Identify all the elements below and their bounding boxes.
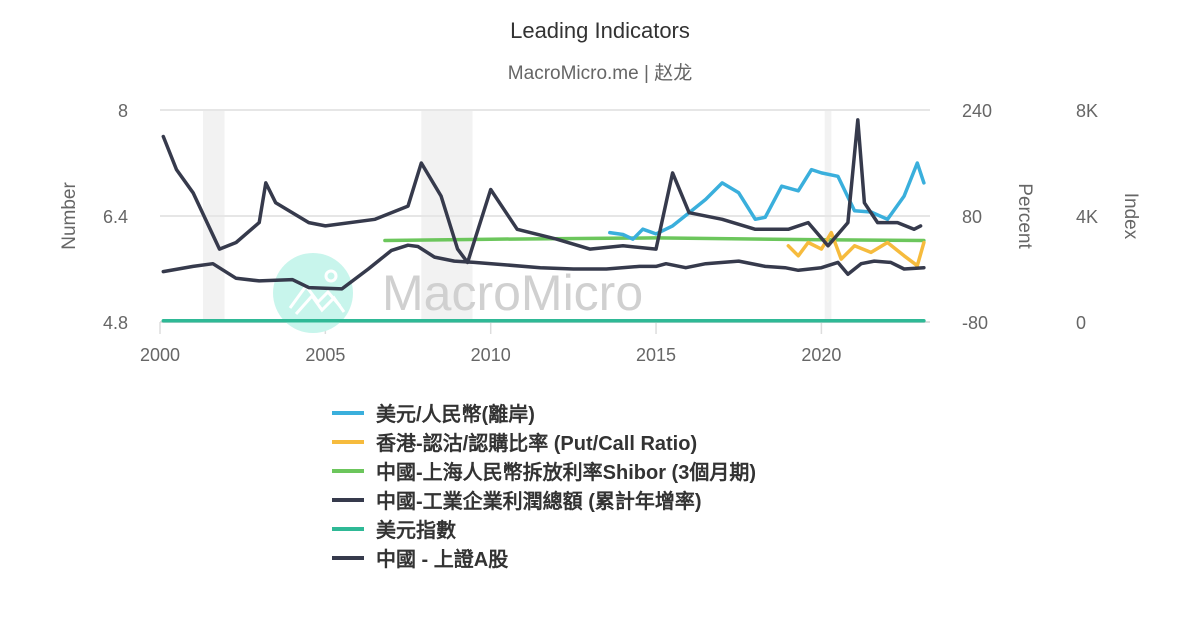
series-line[interactable]	[161, 243, 926, 291]
x-axis-tick-label: 2020	[801, 345, 841, 365]
series-line[interactable]	[608, 161, 926, 241]
x-axis-tick-label: 2005	[305, 345, 345, 365]
legend-swatch-icon	[332, 439, 364, 444]
right-axis-tick: 8K	[1076, 101, 1098, 121]
right-axis-title-percent: Percent	[1014, 183, 1035, 249]
right-axis-tick: 240	[962, 101, 992, 121]
series-line[interactable]	[786, 230, 926, 268]
x-axis-tick-label: 2010	[471, 345, 511, 365]
legend-swatch-icon	[332, 526, 364, 531]
legend-label: 香港-認沽/認購比率 (Put/Call Ratio)	[376, 433, 698, 455]
left-axis-tick: 6.4	[103, 207, 128, 227]
x-axis-tick-label: 2000	[140, 345, 180, 365]
legend-item-dollar-index[interactable]: 美元指數	[332, 514, 756, 543]
legend-label: 美元指數	[376, 520, 456, 542]
legend-item-usdcnh[interactable]: 美元/人民幣(離岸)	[332, 398, 756, 427]
left-axis-tick: 8	[118, 101, 128, 121]
right-axis-title-index: Index	[1120, 193, 1141, 240]
x-axis-tick-label: 2015	[636, 345, 676, 365]
chart-subtitle: MacroMicro.me | 赵龙	[507, 63, 693, 84]
legend-item-shanghai-a-shares[interactable]: 中國 - 上證A股	[332, 543, 756, 572]
left-axis-title: Number	[59, 182, 80, 250]
legend-item-shibor[interactable]: 中國-上海人民幣拆放利率Shibor (3個月期)	[332, 456, 756, 485]
legend-swatch-icon	[332, 468, 364, 473]
chart-title: Leading Indicators	[510, 18, 690, 43]
legend-label: 中國-上海人民幣拆放利率Shibor (3個月期)	[376, 462, 756, 484]
watermark: MacroMicro	[273, 253, 643, 333]
legend-swatch-icon	[332, 497, 364, 502]
legend-item-put-call-ratio[interactable]: 香港-認沽/認購比率 (Put/Call Ratio)	[332, 427, 756, 456]
legend: 美元/人民幣(離岸) 香港-認沽/認購比率 (Put/Call Ratio) 中…	[332, 398, 756, 572]
watermark-text: MacroMicro	[382, 265, 643, 321]
right-axis-tick: 4K	[1076, 207, 1098, 227]
right-axis-tick: 80	[962, 207, 982, 227]
x-axis-ticks: 2000 2005 2010 2015 2020	[140, 322, 841, 365]
legend-label: 美元/人民幣(離岸)	[376, 404, 535, 426]
series-line[interactable]	[383, 236, 926, 243]
left-axis-tick: 4.8	[103, 313, 128, 333]
right-axis-tick: 0	[1076, 313, 1086, 333]
series-lines	[161, 118, 926, 323]
legend-swatch-icon	[332, 410, 364, 415]
right-axis-tick: -80	[962, 313, 988, 333]
legend-swatch-icon	[332, 555, 364, 560]
legend-label: 中國-工業企業利潤總額 (累計年增率)	[376, 491, 702, 513]
series-line[interactable]	[161, 118, 923, 265]
legend-label: 中國 - 上證A股	[376, 549, 509, 571]
legend-item-industrial-profits[interactable]: 中國-工業企業利潤總額 (累計年增率)	[332, 485, 756, 514]
